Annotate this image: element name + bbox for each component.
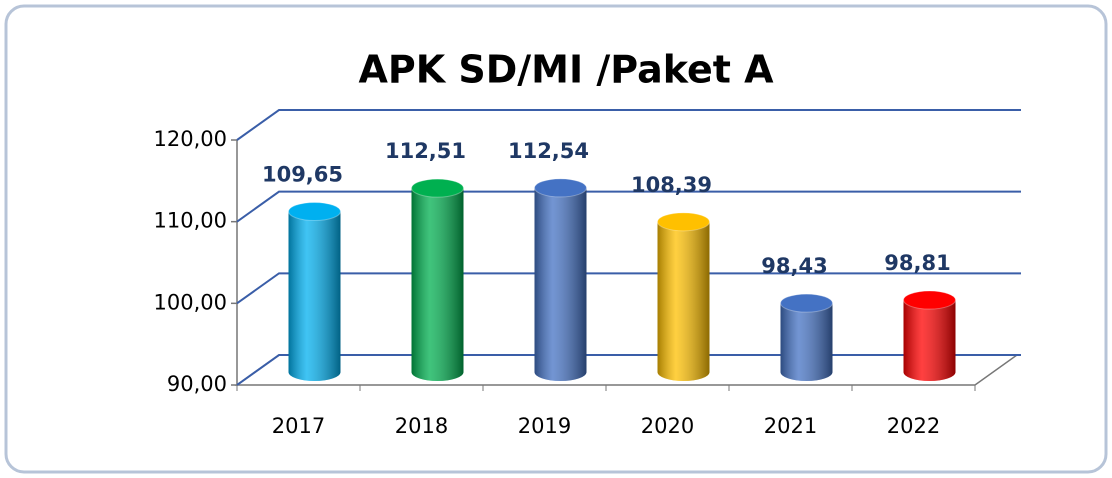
floor <box>234 354 1020 386</box>
bar-top <box>657 212 710 232</box>
bar-shade <box>903 300 956 372</box>
y-tick-label: 100,00 <box>154 290 227 314</box>
bar-shade <box>657 221 710 372</box>
x-tick-label: 2021 <box>764 414 817 438</box>
chart-title: APK SD/MI /Paket A <box>358 48 774 92</box>
grid-line <box>236 190 1021 223</box>
y-tick-label: 90,00 <box>167 372 227 396</box>
bar-top <box>411 178 464 198</box>
bar-shade <box>411 188 464 372</box>
bar-top <box>780 293 833 313</box>
y-tick-label: 120,00 <box>154 127 227 151</box>
value-label: 112,51 <box>385 139 466 163</box>
x-tick-label: 2019 <box>518 414 571 438</box>
bar-shade <box>780 303 833 372</box>
grid-line <box>236 354 1021 386</box>
value-label: 98,43 <box>761 254 827 278</box>
bar-top <box>903 290 956 310</box>
value-label: 108,39 <box>631 173 712 197</box>
bar-top <box>534 178 587 198</box>
x-tick-label: 2022 <box>887 414 940 438</box>
x-tick-label: 2017 <box>272 414 325 438</box>
x-tick-label: 2018 <box>395 414 448 438</box>
grid-line <box>236 272 1021 305</box>
grid-line <box>236 109 1021 141</box>
value-label: 98,81 <box>884 251 950 275</box>
value-label: 112,54 <box>508 139 589 163</box>
value-label: 109,65 <box>262 163 343 187</box>
bar-shade <box>534 187 587 372</box>
y-tick-label: 110,00 <box>154 209 227 233</box>
bar-top <box>288 202 341 222</box>
x-tick-label: 2020 <box>641 414 694 438</box>
bar-shade <box>288 211 341 372</box>
